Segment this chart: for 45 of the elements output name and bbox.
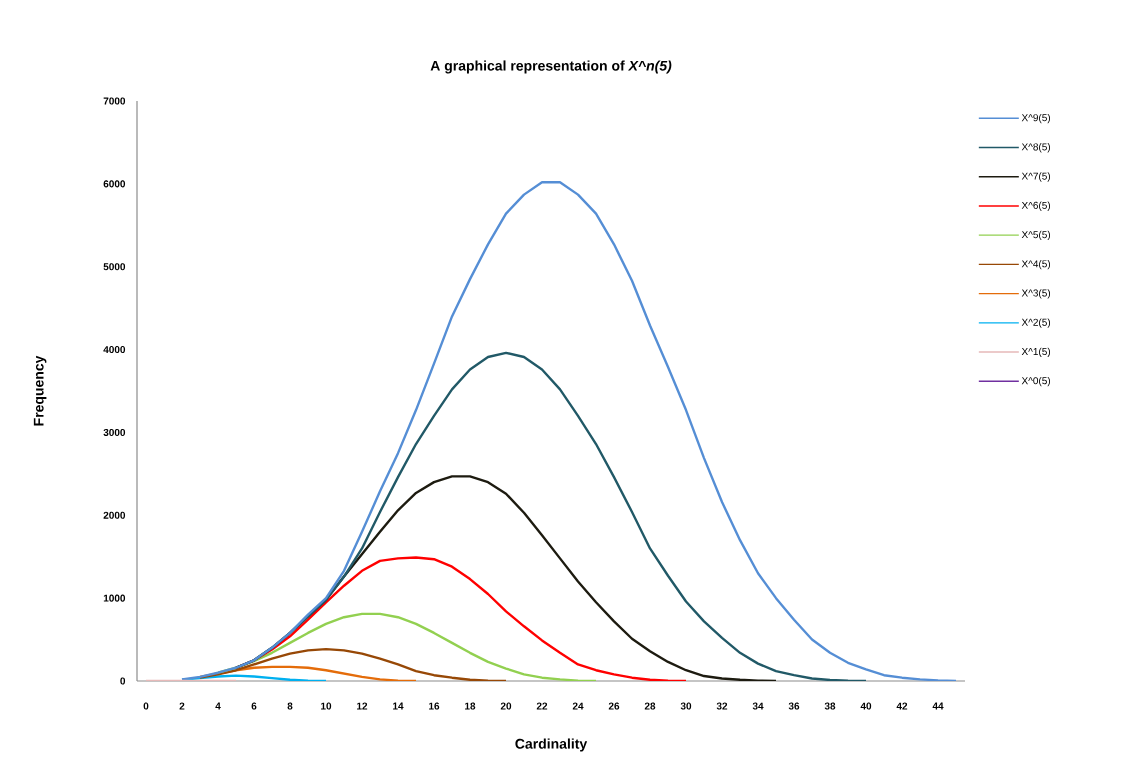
x-tick-label: 20 (500, 702, 512, 710)
x-tick-label: 4 (215, 702, 221, 710)
x-tick-label: 30 (680, 702, 692, 710)
legend-label: X^4(5) (1021, 260, 1051, 270)
x-tick-label: 22 (536, 702, 548, 710)
x-tick-label: 40 (860, 702, 872, 710)
x-tick-label: 36 (788, 702, 800, 710)
line-series (180, 181, 958, 681)
chart-title: A graphical representation of X^n(5) (430, 60, 672, 74)
legend-label: X^6(5) (1021, 201, 1051, 211)
legend-label: X^2(5) (1021, 318, 1051, 328)
x-tick-label: 42 (896, 702, 908, 710)
x-tick-label: 2 (179, 702, 185, 710)
y-tick-label: 6000 (103, 180, 126, 188)
legend-label: X^9(5) (1021, 113, 1051, 124)
y-tick-label: 5000 (103, 263, 126, 271)
x-tick-label: 26 (608, 702, 620, 710)
y-tick-label: 3000 (103, 428, 126, 436)
legend-label: X^0(5) (1021, 376, 1051, 387)
x-tick-label: 44 (932, 702, 944, 710)
x-tick-label: 38 (824, 702, 836, 710)
x-axis-title: Cardinality (515, 738, 588, 752)
legend-label: X^8(5) (1021, 143, 1051, 153)
x-tick-label: 10 (321, 702, 332, 710)
x-tick-label: 24 (572, 702, 584, 710)
x-tick-label: 6 (251, 702, 257, 710)
y-tick-label: 0 (120, 677, 126, 685)
x-tick-label: 0 (143, 702, 149, 710)
y-tick-label: 4000 (103, 346, 126, 354)
y-axis-title: Frequency (33, 355, 47, 426)
y-tick-label: 1000 (103, 594, 126, 602)
legend-label: X^3(5) (1021, 289, 1051, 299)
y-tick-label: 7000 (103, 97, 126, 105)
x-tick-label: 12 (357, 702, 368, 710)
x-tick-label: 14 (393, 702, 404, 710)
x-tick-label: 34 (752, 702, 764, 710)
x-tick-label: 18 (465, 702, 476, 710)
legend-label: X^5(5) (1021, 230, 1051, 241)
legend-label: X^1(5) (1021, 347, 1051, 358)
legend-label: X^7(5) (1021, 172, 1051, 182)
x-tick-label: 32 (716, 702, 728, 710)
x-tick-label: 16 (429, 702, 440, 710)
x-tick-label: 28 (644, 702, 656, 710)
x-tick-label: 8 (287, 702, 293, 710)
y-tick-label: 2000 (103, 511, 126, 519)
